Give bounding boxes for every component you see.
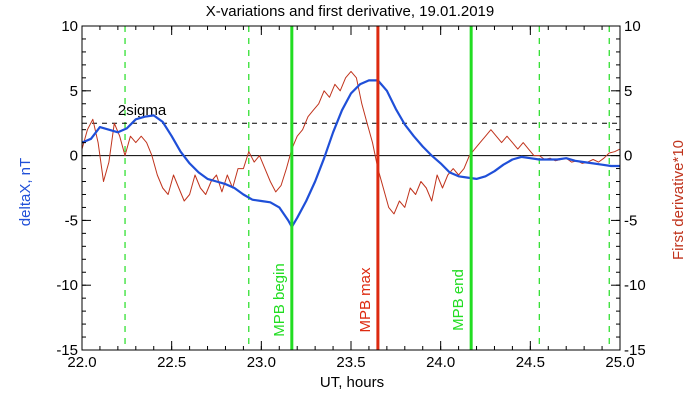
y-tick-label-left: 5 [70,83,78,100]
y-tick-label-left: 10 [61,18,78,35]
y-tick-label-right: 10 [624,18,641,35]
chart-title: X-variations and first derivative, 19.01… [206,3,495,20]
y-tick-label-left: -10 [56,277,78,294]
x-tick-label: 23.0 [247,354,276,371]
y-tick-label-left: -15 [56,342,78,359]
y-tick-label-left: -5 [65,212,78,229]
x-tick-label: 25.0 [605,354,634,371]
y-tick-label-right: -15 [624,342,646,359]
y-tick-label-right: 0 [624,148,632,165]
y-axis-label-right: First derivative*10 [670,140,687,260]
y-tick-label-right: -10 [624,277,646,294]
x-tick-label: 22.0 [67,354,96,371]
series-line-first-derivative [81,70,621,215]
y-tick-label-left: 0 [70,148,78,165]
x-tick-label: 23.5 [336,354,365,371]
y-tick-label-right: 5 [624,83,632,100]
x-tick-label: 24.0 [426,354,455,371]
mpb-begin-label: MPB begin [271,263,288,336]
y-tick-label-right: -5 [624,212,637,229]
series-line-deltax [81,79,620,228]
x-tick-label: 22.5 [157,354,186,371]
mpb-end-label: MPB end [450,269,467,331]
x-axis-label: UT, hours [320,374,384,391]
y-axis-label-left: deltaX, nT [17,158,34,226]
x-tick-label: 24.5 [516,354,545,371]
mpb-max-label: MPB max [357,267,374,333]
